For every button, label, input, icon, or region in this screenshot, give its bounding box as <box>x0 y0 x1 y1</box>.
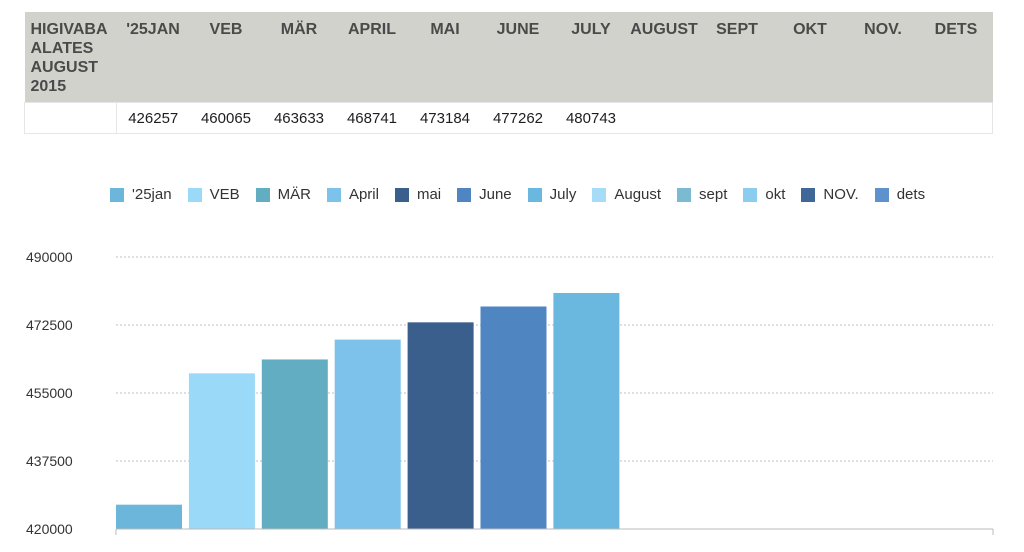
legend-label: VEB <box>209 186 240 203</box>
legend-swatch <box>187 187 202 202</box>
legend-item[interactable]: mai <box>394 186 442 203</box>
value-cell <box>627 102 701 134</box>
legend-item[interactable]: VEB <box>187 186 240 203</box>
bar[interactable] <box>480 306 547 529</box>
value-cell: 473184 <box>408 102 482 134</box>
legend-item[interactable]: sept <box>677 186 727 203</box>
legend-label: NOV. <box>823 186 859 203</box>
legend-swatch <box>677 187 692 202</box>
legend-swatch <box>743 187 758 202</box>
corner-header-line: ALATES <box>30 40 94 57</box>
month-header: VEB <box>189 12 263 103</box>
table-corner-header: HIGIVABA ALATES AUGUST 2015 <box>24 12 117 103</box>
corner-header-line: HIGIVABA <box>30 21 108 38</box>
corner-header-line: AUGUST <box>30 59 99 76</box>
month-header: '25JAN <box>116 12 190 103</box>
value-cell: 463633 <box>262 102 336 134</box>
legend-label: mai <box>416 186 442 203</box>
y-tick-label: 472500 <box>26 317 73 333</box>
legend-item[interactable]: MÄR <box>255 186 311 203</box>
legend-label: April <box>348 186 379 203</box>
legend-item[interactable]: okt <box>743 186 785 203</box>
legend-label: August <box>614 186 662 203</box>
corner-header-line: 2015 <box>30 78 67 95</box>
legend-swatch <box>326 187 341 202</box>
value-cell <box>919 102 993 134</box>
table-row: 426257 460065 463633 468741 473184 47726… <box>24 102 993 134</box>
bar-chart: 420000 437500 455000 472500 490000 <box>26 249 994 537</box>
value-cell: 468741 <box>335 102 409 134</box>
value-cell: 480743 <box>554 102 628 134</box>
data-table: HIGIVABA ALATES AUGUST 2015 '25JAN VEB M… <box>24 12 993 134</box>
legend-swatch <box>874 187 889 202</box>
month-header: APRIL <box>335 12 409 103</box>
y-tick-label: 455000 <box>26 385 73 401</box>
chart-legend: '25jan VEB MÄR April mai June July August sept ok… <box>110 186 941 203</box>
legend-label: MÄR <box>277 186 311 203</box>
legend-item[interactable]: April <box>326 186 379 203</box>
month-header: SEPT <box>700 12 774 103</box>
table-header-row: HIGIVABA ALATES AUGUST 2015 '25JAN VEB M… <box>24 12 993 103</box>
month-header: DETS <box>919 12 993 103</box>
y-tick-label: 490000 <box>26 249 73 265</box>
legend-label: okt <box>765 186 786 203</box>
value-cell <box>846 102 920 134</box>
value-cell: 426257 <box>116 102 190 134</box>
value-cell <box>700 102 774 134</box>
legend-swatch <box>457 187 472 202</box>
legend-swatch <box>255 187 270 202</box>
legend-item[interactable]: NOV. <box>801 186 859 203</box>
legend-label: dets <box>896 186 926 203</box>
month-header: AUGUST <box>627 12 701 103</box>
bar[interactable] <box>334 339 401 529</box>
legend-label: June <box>479 186 512 203</box>
bar[interactable] <box>188 373 255 529</box>
month-header: MAI <box>408 12 482 103</box>
bar[interactable] <box>553 292 620 529</box>
legend-swatch <box>527 187 542 202</box>
legend-item[interactable]: June <box>457 186 512 203</box>
legend-item[interactable]: August <box>592 186 661 203</box>
legend-swatch <box>592 187 607 202</box>
bar[interactable] <box>116 504 182 529</box>
month-header: NOV. <box>846 12 920 103</box>
y-tick-label: 420000 <box>26 521 73 537</box>
row-label-cell <box>24 102 117 134</box>
value-cell: 477262 <box>481 102 555 134</box>
legend-swatch <box>801 187 816 202</box>
legend-item[interactable]: '25jan <box>110 186 172 203</box>
bar[interactable] <box>261 359 328 529</box>
bar[interactable] <box>407 322 474 529</box>
value-cell: 460065 <box>189 102 263 134</box>
legend-item[interactable]: dets <box>874 186 926 203</box>
month-header: JUNE <box>481 12 555 103</box>
month-header: MÄR <box>262 12 336 103</box>
legend-label: sept <box>699 186 728 203</box>
month-header: JULY <box>554 12 628 103</box>
legend-swatch <box>110 187 124 202</box>
month-header: OKT <box>773 12 847 103</box>
legend-item[interactable]: July <box>527 186 577 203</box>
legend-label: '25jan <box>132 186 172 203</box>
value-cell <box>773 102 847 134</box>
legend-label: July <box>549 186 577 203</box>
legend-swatch <box>394 187 409 202</box>
y-tick-label: 437500 <box>26 453 73 469</box>
